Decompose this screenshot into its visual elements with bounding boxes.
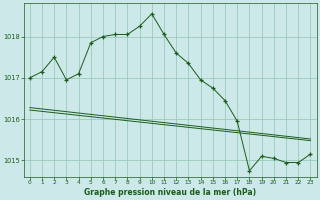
- X-axis label: Graphe pression niveau de la mer (hPa): Graphe pression niveau de la mer (hPa): [84, 188, 256, 197]
